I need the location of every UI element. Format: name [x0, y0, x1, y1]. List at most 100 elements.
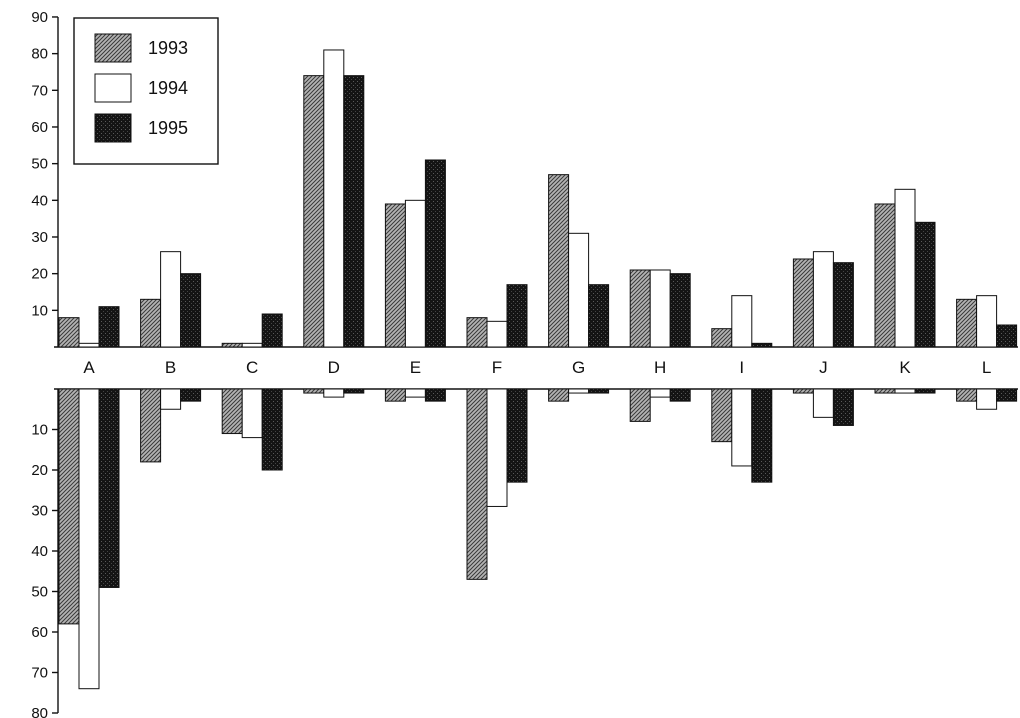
bar-top-1994-F: [486, 320, 508, 348]
bottom-y-tick-label: 60: [31, 624, 48, 641]
bar-top-1993-D: [303, 75, 325, 348]
bar-bottom-1994-H: [649, 388, 671, 398]
bar-bottom-1995-C: [261, 388, 283, 471]
bar-bottom-1994-D: [323, 388, 345, 398]
bar-top-1994-I: [731, 295, 753, 348]
bar-top-1994-K: [894, 188, 916, 348]
bar-top-1995-G: [588, 284, 610, 348]
bar-bottom-1993-D: [303, 388, 325, 394]
bar-bottom-1993-J: [792, 388, 814, 394]
top-y-tick-label: 80: [31, 46, 48, 63]
bottom-y-tick-label: 50: [31, 584, 48, 601]
bar-top-1995-F: [506, 284, 528, 348]
top-y-tick-label: 40: [31, 192, 48, 209]
bar-top-1993-L: [956, 298, 978, 348]
bottom-y-tick-label: 10: [31, 422, 48, 439]
category-label-C: C: [246, 358, 258, 377]
legend-label-1995: 1995: [148, 118, 188, 138]
bar-top-1994-C: [241, 342, 263, 348]
bar-bottom-1995-F: [506, 388, 528, 483]
bar-bottom-1994-J: [812, 388, 834, 418]
category-label-A: A: [83, 358, 95, 377]
bar-bottom-1994-L: [976, 388, 998, 410]
bar-top-1995-B: [180, 273, 202, 348]
bottom-y-tick-label: 70: [31, 665, 48, 682]
category-label-L: L: [982, 358, 991, 377]
bar-bottom-1994-G: [568, 388, 590, 394]
bar-bottom-1994-B: [160, 388, 182, 410]
top-bars: [58, 49, 1018, 348]
bar-top-1995-J: [832, 262, 854, 348]
top-y-tick-label: 90: [31, 9, 48, 26]
bar-bottom-1995-L: [996, 388, 1018, 402]
top-y-tick-label: 20: [31, 266, 48, 283]
category-labels: A B C D E F G H I J K L: [83, 358, 991, 377]
category-label-H: H: [654, 358, 666, 377]
top-y-tick-label: 70: [31, 82, 48, 99]
legend: 1993 1994 1995: [73, 17, 219, 165]
bar-bottom-1995-A: [98, 388, 120, 588]
bar-bottom-1994-E: [404, 388, 426, 398]
bar-bottom-1995-B: [180, 388, 202, 402]
legend-swatch-1995: [94, 113, 132, 143]
bar-bottom-1995-H: [669, 388, 691, 402]
bar-top-1993-A: [58, 317, 80, 348]
category-label-F: F: [492, 358, 502, 377]
bar-bottom-1995-K: [914, 388, 936, 394]
category-label-E: E: [410, 358, 421, 377]
bottom-y-tick-label: 40: [31, 543, 48, 560]
bar-top-1994-J: [812, 251, 834, 348]
bar-top-1994-H: [649, 269, 671, 348]
bar-top-1995-K: [914, 221, 936, 348]
bar-top-1995-E: [424, 159, 446, 348]
bottom-y-tick-label: 30: [31, 503, 48, 520]
category-label-K: K: [899, 358, 911, 377]
bar-bottom-1995-I: [751, 388, 773, 483]
bar-top-1994-L: [976, 295, 998, 348]
bar-top-1995-H: [669, 273, 691, 348]
bar-top-1994-G: [568, 232, 590, 348]
bar-bottom-1993-G: [548, 388, 570, 402]
bar-bottom-1994-K: [894, 388, 916, 394]
bar-top-1993-B: [140, 298, 162, 348]
category-label-G: G: [572, 358, 585, 377]
bottom-bars: [58, 388, 1018, 690]
bar-top-1993-E: [384, 203, 406, 348]
bar-bottom-1995-D: [343, 388, 365, 394]
bar-bottom-1995-J: [832, 388, 854, 426]
category-label-B: B: [165, 358, 176, 377]
bar-top-1995-L: [996, 324, 1018, 348]
bottom-y-tick-label: 20: [31, 462, 48, 479]
bar-top-1993-F: [466, 317, 488, 348]
bar-bottom-1993-C: [221, 388, 243, 435]
bar-bottom-1994-C: [241, 388, 263, 439]
bar-top-1993-K: [874, 203, 896, 348]
bar-bottom-1995-G: [588, 388, 610, 394]
bar-bottom-1993-F: [466, 388, 488, 580]
bar-top-1994-D: [323, 49, 345, 348]
bar-bottom-1994-F: [486, 388, 508, 507]
bar-top-1993-J: [792, 258, 814, 348]
top-y-axis: 10 20 30 40 50 60 70 80 90: [31, 9, 1018, 348]
bar-top-1995-C: [261, 313, 283, 348]
bar-bottom-1993-E: [384, 388, 406, 402]
bar-top-1993-H: [629, 269, 651, 348]
bar-top-1995-I: [751, 342, 773, 348]
bar-top-1995-D: [343, 75, 365, 348]
top-y-tick-label: 30: [31, 229, 48, 246]
legend-label-1994: 1994: [148, 78, 188, 98]
bar-top-1994-A: [78, 342, 100, 348]
category-label-I: I: [739, 358, 744, 377]
top-y-tick-label: 60: [31, 119, 48, 136]
legend-label-1993: 1993: [148, 38, 188, 58]
legend-swatch-1993: [94, 33, 132, 63]
bar-bottom-1993-A: [58, 388, 80, 625]
bar-top-1993-G: [548, 174, 570, 348]
bar-top-1993-I: [711, 328, 733, 348]
bar-bottom-1994-I: [731, 388, 753, 467]
bar-top-1994-E: [404, 199, 426, 348]
bar-bottom-1995-E: [424, 388, 446, 402]
bar-top-1994-B: [160, 251, 182, 348]
bar-top-1995-A: [98, 306, 120, 348]
